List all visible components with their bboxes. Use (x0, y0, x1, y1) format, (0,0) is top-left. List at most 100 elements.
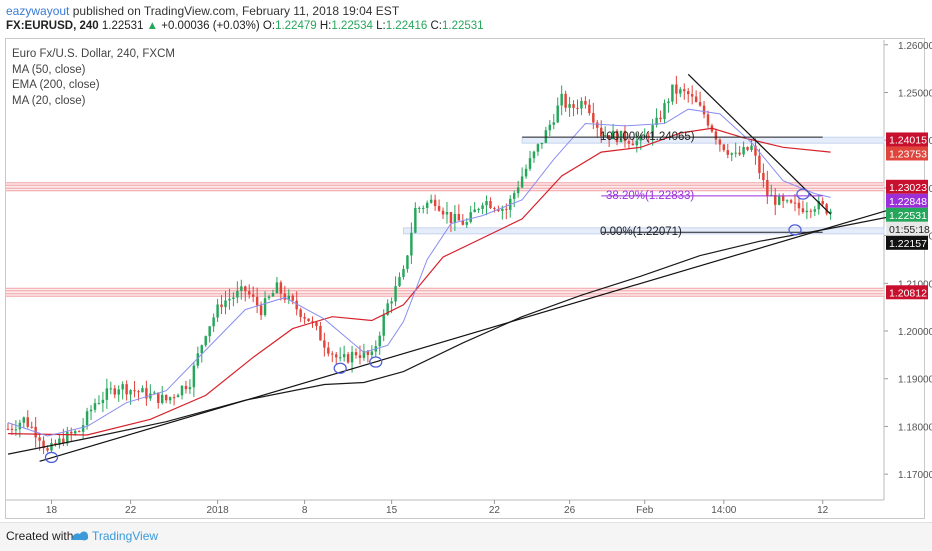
candle-body (679, 89, 682, 94)
candle-body (283, 293, 287, 300)
pivot-circle (44, 451, 59, 464)
candle-body (560, 93, 563, 106)
pivot-circle (796, 188, 810, 200)
candle-body (493, 208, 496, 210)
candle-body (263, 298, 267, 316)
candle-body (97, 403, 101, 405)
candle-body (706, 114, 710, 126)
quote-line: FX:EURUSD, 240 1.22531 ▲ +0.00036 (+0.03… (6, 20, 484, 32)
candle-body (240, 286, 243, 291)
candle-body (785, 200, 789, 202)
candle-body (394, 286, 397, 302)
candle-body (683, 89, 686, 92)
publish-header: eazywayout published on TradingView.com,… (0, 0, 932, 36)
candle-body (335, 354, 338, 358)
price-label-box (886, 132, 928, 147)
candle-body (54, 443, 57, 445)
candle-body (536, 144, 540, 152)
candle-body (117, 389, 120, 395)
candle-body (137, 391, 140, 393)
candle-body (315, 322, 318, 327)
up-arrow-icon: ▲ (146, 20, 159, 32)
horizontal-band (521, 136, 885, 144)
candle-body (172, 397, 176, 399)
candle-body (829, 211, 832, 214)
candle-body (596, 122, 599, 128)
y-tick-label: 1.17000 (898, 470, 932, 481)
candle-body (734, 152, 737, 154)
candle-body (113, 388, 116, 395)
candle-body (781, 196, 785, 202)
candle-body (10, 428, 14, 430)
candle-body (568, 104, 571, 108)
candle-body (592, 113, 595, 123)
candle-body (109, 388, 113, 390)
y-tick-label: 1.26000 (898, 41, 932, 52)
price-label-text: 1.24015 (889, 134, 927, 146)
price-label-text: 1.23753 (889, 148, 927, 160)
candle-body (323, 340, 326, 348)
candle-body (382, 314, 385, 336)
candle-body (516, 187, 520, 194)
legend-ema200[interactable]: EMA (200, close) (12, 79, 100, 91)
candle-body (192, 365, 196, 388)
price-label-box (886, 146, 928, 161)
candle-body (556, 105, 559, 123)
candle-body (358, 355, 362, 358)
price-label-text: 1.23023 (889, 182, 927, 194)
candle-body (346, 354, 350, 363)
price-label-box (886, 207, 928, 222)
price-label-text: 1.20812 (889, 287, 927, 299)
candle-body (220, 304, 223, 308)
candle-body (623, 130, 627, 142)
candle-body (153, 392, 156, 394)
candle-body (726, 150, 730, 155)
candle-body (532, 151, 536, 159)
candle-body (66, 431, 69, 444)
candle-body (228, 298, 231, 301)
candle-body (204, 336, 207, 346)
low-value: 1.22416 (385, 20, 428, 32)
candle-body (425, 202, 429, 208)
candle-body (524, 168, 528, 177)
candle-body (402, 268, 405, 278)
candle-body (449, 212, 453, 224)
candle-body (311, 321, 314, 323)
candle-body (81, 425, 85, 432)
candle-body (121, 384, 124, 390)
candle-body (817, 201, 820, 210)
candle-body (821, 201, 824, 205)
candle-body (564, 93, 567, 108)
candle-body (208, 326, 211, 337)
candle-body (319, 326, 322, 341)
candle-body (540, 142, 544, 145)
chart-panel[interactable] (5, 38, 925, 519)
zone-band (6, 182, 884, 191)
candle-body (809, 210, 813, 212)
candle-body (331, 353, 334, 355)
candle-body (801, 208, 805, 213)
candle-body (141, 388, 144, 393)
x-tick-label: 15 (386, 505, 398, 516)
candle-body (655, 117, 658, 126)
legend-ma50[interactable]: MA (50, close) (12, 63, 86, 76)
candle-body (287, 295, 291, 300)
candle-body (481, 205, 484, 209)
candle-body (485, 201, 488, 206)
candle-body (469, 212, 472, 223)
legend-ma20[interactable]: MA (20, close) (12, 94, 86, 107)
candle-body (754, 145, 757, 156)
author-link[interactable]: eazywayout (6, 4, 70, 18)
high-value: 1.22534 (331, 20, 373, 32)
candle-body (236, 290, 239, 298)
y-tick-label: 1.20000 (898, 327, 932, 338)
candle-body (718, 139, 722, 145)
x-tick-label: 26 (564, 505, 576, 516)
candle-body (390, 301, 393, 304)
tradingview-brand[interactable]: TradingView (92, 529, 159, 543)
candle-body (176, 395, 180, 398)
candle-body (433, 199, 437, 207)
candle-body (212, 317, 215, 327)
candle-body (46, 448, 49, 451)
